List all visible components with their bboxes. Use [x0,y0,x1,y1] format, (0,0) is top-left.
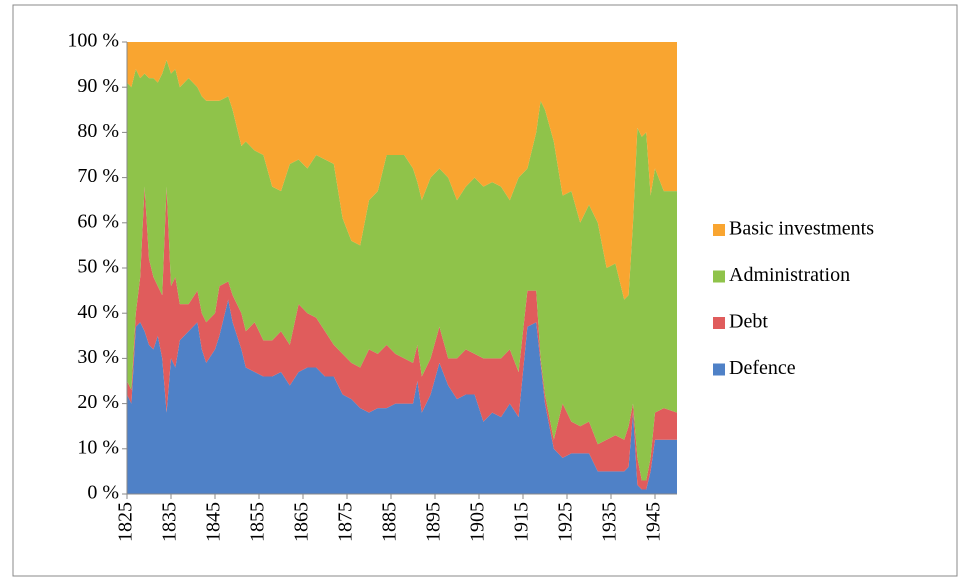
x-tick-label: 1895 [423,502,445,542]
area [127,186,677,490]
area [127,60,677,481]
y-tick-label: 20 % [77,391,119,413]
y-tick-label: 100 % [67,30,119,52]
x-tick-label: 1885 [379,502,401,542]
y-tick-label: 10 % [77,436,119,458]
x-tick-label: 1935 [599,502,621,542]
x-tick-label: 1865 [291,502,313,542]
y-tick-label: 30 % [77,346,119,368]
legend-label: Debt [729,311,768,333]
area [127,42,677,300]
legend-label: Administration [729,264,850,286]
y-tick-label: 80 % [77,120,119,142]
y-tick-label: 90 % [77,75,119,97]
legend-swatch [713,317,725,329]
y-tick-label: 0 % [87,482,119,504]
y-tick-label: 40 % [77,301,119,323]
legend-label: Basic investments [729,218,874,240]
x-tick-label: 1845 [203,502,225,542]
x-tick-label: 1875 [335,502,357,542]
y-tick-label: 50 % [77,256,119,278]
legend-swatch [713,363,725,376]
x-tick-label: 1945 [643,502,665,542]
y-tick-label: 70 % [77,165,119,187]
x-tick-label: 1915 [511,502,533,542]
chart-border [12,4,958,577]
area [127,299,677,494]
legend-swatch [713,270,725,283]
legend-label: Defence [729,357,796,379]
y-tick-label: 60 % [77,210,119,232]
x-tick-label: 1855 [247,502,269,542]
x-tick-label: 1825 [115,502,137,542]
x-tick-label: 1925 [555,502,577,542]
x-tick-label: 1905 [467,502,489,542]
x-tick-label: 1835 [159,502,181,542]
legend-swatch [713,224,725,236]
